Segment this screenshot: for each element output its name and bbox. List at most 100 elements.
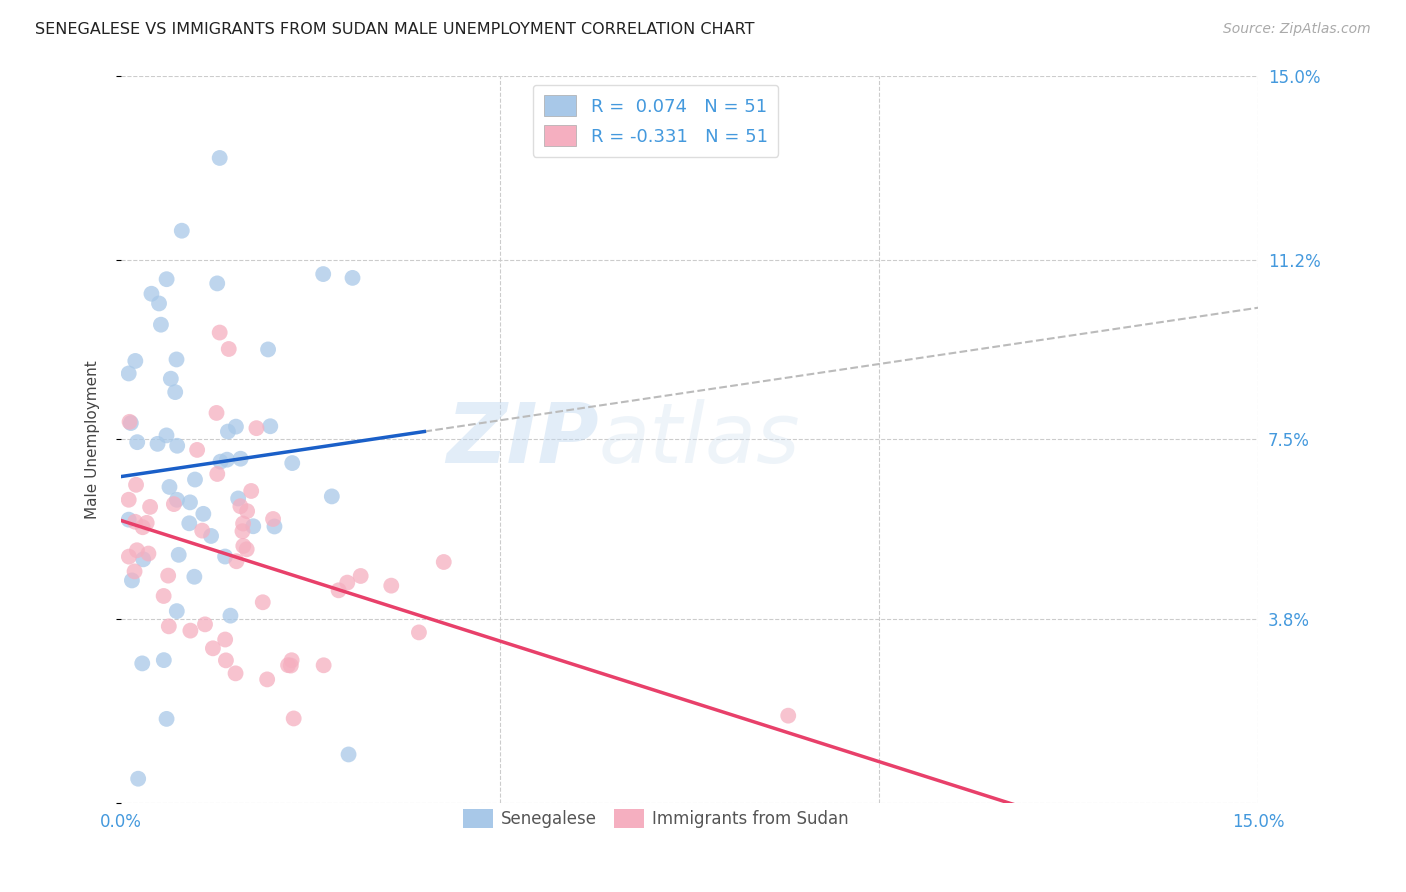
Point xyxy=(153,653,176,667)
Point xyxy=(184,473,207,487)
Point xyxy=(183,570,205,584)
Point xyxy=(207,467,229,481)
Point xyxy=(235,542,257,557)
Point xyxy=(131,520,153,534)
Text: SENEGALESE VS IMMIGRANTS FROM SUDAN MALE UNEMPLOYMENT CORRELATION CHART: SENEGALESE VS IMMIGRANTS FROM SUDAN MALE… xyxy=(35,22,755,37)
Point xyxy=(321,490,343,504)
Point xyxy=(280,658,302,673)
Point xyxy=(135,516,157,530)
Point xyxy=(242,519,264,533)
Point xyxy=(131,657,153,671)
Point xyxy=(124,565,146,579)
Point xyxy=(232,539,254,553)
Point xyxy=(118,513,141,527)
Point xyxy=(209,455,232,469)
Text: Source: ZipAtlas.com: Source: ZipAtlas.com xyxy=(1223,22,1371,37)
Point xyxy=(257,343,280,357)
Point xyxy=(127,772,149,786)
Point xyxy=(156,272,179,286)
Point xyxy=(262,512,284,526)
Point xyxy=(263,519,285,533)
Point xyxy=(194,617,217,632)
Point xyxy=(283,711,305,725)
Point xyxy=(155,428,177,442)
Point xyxy=(240,483,263,498)
Point xyxy=(215,653,238,667)
Point xyxy=(778,708,800,723)
Point xyxy=(186,442,208,457)
Point xyxy=(328,583,350,598)
Point xyxy=(125,543,148,558)
Point xyxy=(159,480,181,494)
Point xyxy=(118,415,141,429)
Point xyxy=(217,425,239,439)
Point xyxy=(408,625,430,640)
Point xyxy=(160,372,183,386)
Point xyxy=(179,624,201,638)
Point xyxy=(118,549,141,564)
Point xyxy=(124,515,146,529)
Point xyxy=(281,456,304,470)
Point xyxy=(118,367,141,381)
Text: atlas: atlas xyxy=(599,399,800,480)
Point xyxy=(312,658,335,673)
Point xyxy=(225,419,247,434)
Point xyxy=(219,608,242,623)
Point xyxy=(229,451,252,466)
Point xyxy=(179,495,201,509)
Point xyxy=(205,406,228,420)
Point xyxy=(208,151,231,165)
Point xyxy=(152,589,174,603)
Point xyxy=(336,575,359,590)
Point xyxy=(193,507,215,521)
Y-axis label: Male Unemployment: Male Unemployment xyxy=(86,359,100,518)
Point xyxy=(226,491,249,506)
Point xyxy=(157,619,180,633)
Point xyxy=(231,524,253,539)
Point xyxy=(214,632,236,647)
Point xyxy=(166,492,188,507)
Point xyxy=(125,477,148,491)
Point xyxy=(232,516,254,531)
Point xyxy=(166,604,188,618)
Point xyxy=(225,554,247,568)
Point xyxy=(350,569,373,583)
Point xyxy=(252,595,274,609)
Point xyxy=(166,352,188,367)
Point xyxy=(218,342,240,356)
Point xyxy=(201,641,224,656)
Point xyxy=(127,435,149,450)
Point xyxy=(120,416,142,430)
Point xyxy=(148,296,170,310)
Point xyxy=(214,549,236,564)
Point xyxy=(205,277,228,291)
Point xyxy=(121,574,143,588)
Point xyxy=(155,712,177,726)
Point xyxy=(208,326,231,340)
Point xyxy=(146,437,169,451)
Point xyxy=(139,500,162,514)
Point xyxy=(191,524,214,538)
Point xyxy=(157,568,180,582)
Point xyxy=(200,529,222,543)
Point xyxy=(124,354,146,368)
Point xyxy=(280,653,302,667)
Point xyxy=(277,658,299,673)
Point xyxy=(170,224,193,238)
Point xyxy=(165,385,187,400)
Point xyxy=(229,499,252,513)
Legend: Senegalese, Immigrants from Sudan: Senegalese, Immigrants from Sudan xyxy=(456,802,855,835)
Point xyxy=(118,492,141,507)
Point xyxy=(167,548,190,562)
Point xyxy=(141,286,163,301)
Point xyxy=(138,547,160,561)
Point xyxy=(163,497,186,511)
Point xyxy=(259,419,281,434)
Point xyxy=(433,555,456,569)
Point xyxy=(179,516,201,531)
Point xyxy=(256,673,278,687)
Point xyxy=(166,439,188,453)
Point xyxy=(342,271,364,285)
Point xyxy=(149,318,172,332)
Point xyxy=(245,421,267,435)
